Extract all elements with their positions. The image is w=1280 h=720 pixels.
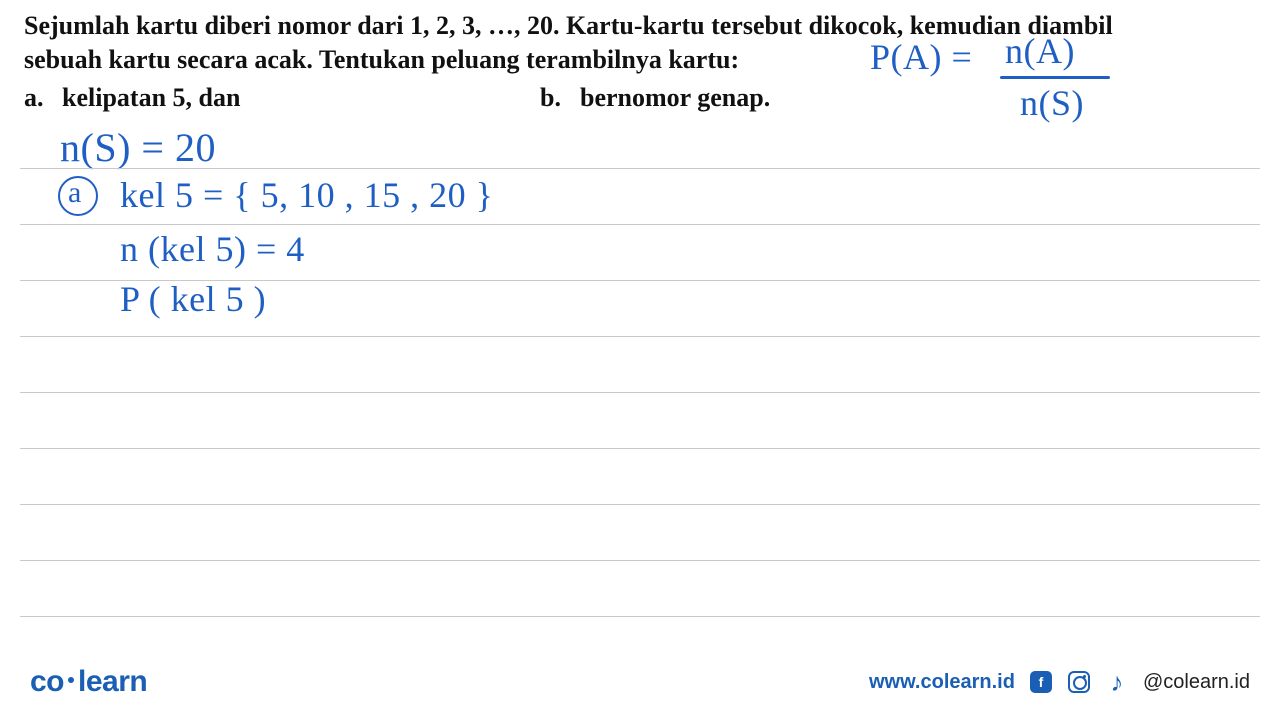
rule-line <box>20 448 1260 449</box>
option-b-label: b. <box>540 84 561 111</box>
circled-a-letter: a <box>68 176 82 210</box>
formula-denominator: n(S) <box>1020 82 1084 124</box>
rule-line <box>20 560 1260 561</box>
rule-line <box>20 168 1260 169</box>
kel5-set: kel 5 = { 5, 10 , 15 , 20 } <box>120 174 493 216</box>
rule-line <box>20 616 1260 617</box>
footer-right: www.colearn.id f ♪ @colearn.id <box>869 670 1250 694</box>
page-root: { "question": { "line1": "Sejumlah kartu… <box>0 0 1280 720</box>
facebook-icon: f <box>1029 670 1053 694</box>
tiktok-icon: ♪ <box>1105 670 1129 694</box>
formula-lhs: P(A) = <box>870 36 972 78</box>
p-kel5: P ( kel 5 ) <box>120 278 266 320</box>
footer: colearn www.colearn.id f ♪ @colearn.id <box>30 662 1250 702</box>
question-line-2: sebuah kartu secara acak. Tentukan pelua… <box>24 46 739 73</box>
logo-dot-icon <box>68 677 74 683</box>
footer-url: www.colearn.id <box>869 671 1015 694</box>
option-a-text: kelipatan 5, dan <box>62 84 240 111</box>
n-kel5: n (kel 5) = 4 <box>120 228 305 270</box>
formula-numerator: n(A) <box>1005 30 1075 72</box>
logo-right: learn <box>78 665 147 698</box>
brand-logo: colearn <box>30 665 147 699</box>
instagram-icon <box>1067 670 1091 694</box>
rule-line <box>20 224 1260 225</box>
n-of-s: n(S) = 20 <box>60 124 216 171</box>
rule-line <box>20 504 1260 505</box>
option-b-text: bernomor genap. <box>580 84 770 111</box>
logo-left: co <box>30 665 64 698</box>
rule-line <box>20 392 1260 393</box>
formula-fraction-bar <box>1000 76 1110 79</box>
footer-handle: @colearn.id <box>1143 671 1250 694</box>
rule-line <box>20 336 1260 337</box>
option-a-label: a. <box>24 84 44 111</box>
